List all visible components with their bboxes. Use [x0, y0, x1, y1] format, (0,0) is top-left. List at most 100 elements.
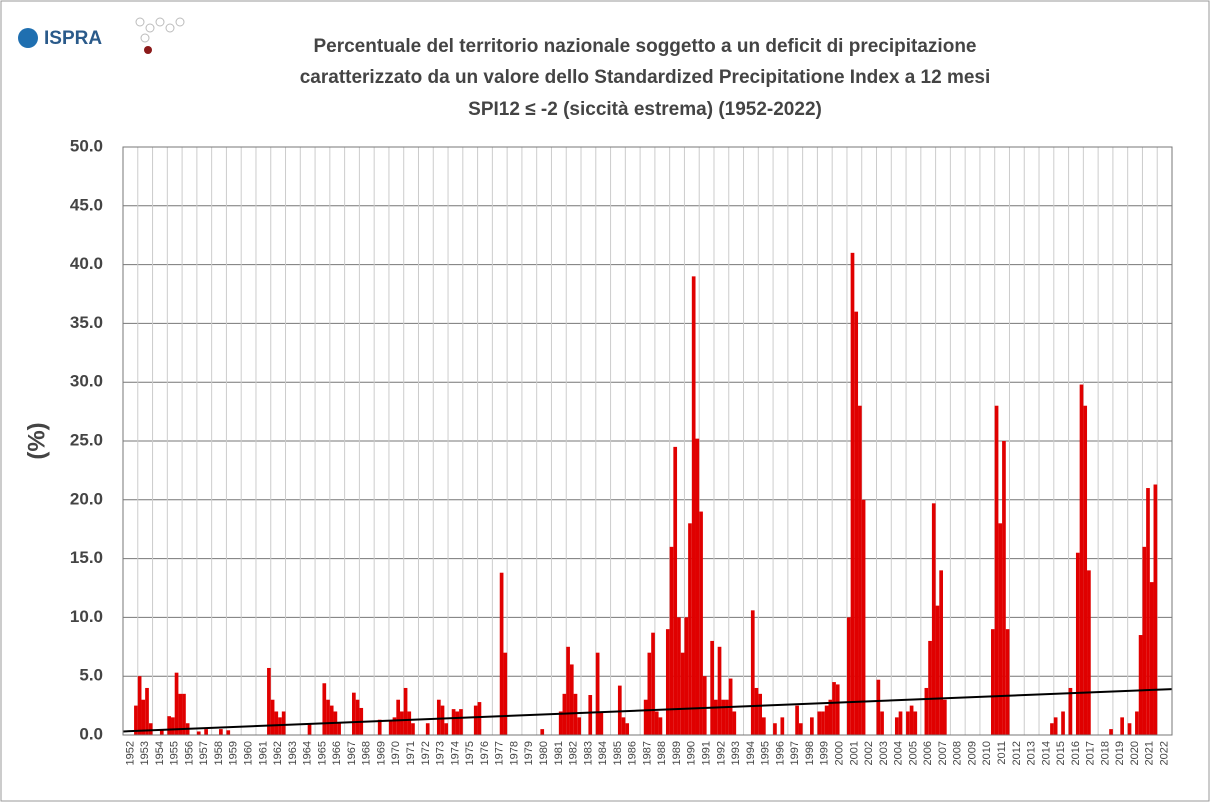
bar	[1068, 687, 1073, 735]
bar	[828, 699, 833, 735]
bar	[991, 629, 995, 735]
bar	[281, 711, 286, 735]
logo: ISPRA	[18, 17, 185, 54]
bar	[451, 709, 456, 735]
x-tick-label: 1977	[494, 741, 506, 765]
bar	[425, 723, 430, 735]
x-tick-label: 1973	[435, 741, 447, 765]
y-tick-label: 35.0	[70, 313, 103, 332]
x-tick-label: 2021	[1144, 741, 1156, 765]
x-tick-label: 1961	[257, 741, 269, 765]
bar	[762, 717, 766, 735]
bar	[1079, 384, 1084, 735]
bar	[403, 687, 408, 735]
bar	[159, 729, 164, 735]
bar	[750, 610, 755, 735]
x-tick-label: 1960	[242, 741, 254, 765]
y-tick-label: 20.0	[70, 489, 103, 508]
x-tick-label: 1989	[671, 741, 683, 765]
bar	[477, 702, 482, 735]
bar	[1127, 723, 1132, 735]
bar	[780, 717, 785, 735]
bar	[651, 632, 655, 735]
bar	[928, 640, 932, 735]
logo-secondary	[135, 17, 185, 43]
bar	[654, 711, 659, 735]
x-tick-label: 1992	[715, 741, 727, 765]
bar	[621, 717, 626, 735]
bar	[577, 717, 582, 735]
bar	[182, 693, 186, 735]
bar	[167, 716, 172, 735]
bar	[846, 617, 851, 735]
bar	[436, 699, 441, 735]
bar	[795, 705, 799, 735]
bar	[137, 676, 142, 735]
bar	[906, 711, 910, 735]
bar	[1109, 729, 1113, 735]
x-tick-label: 1956	[183, 741, 195, 765]
x-tick-label: 1970	[390, 741, 402, 765]
bar	[643, 699, 648, 735]
bar	[141, 699, 146, 735]
x-tick-label: 1964	[302, 741, 314, 765]
x-tick-label: 1952	[124, 741, 136, 765]
bar	[392, 717, 397, 735]
x-tick-label: 1974	[449, 741, 461, 765]
x-tick-label: 1994	[745, 741, 757, 765]
x-tick-label: 2010	[981, 741, 993, 765]
bar	[665, 629, 670, 735]
bar	[411, 723, 415, 735]
bar	[178, 693, 183, 735]
y-tick-label: 45.0	[70, 195, 103, 214]
bar	[754, 687, 759, 735]
bar	[810, 717, 814, 735]
bar	[595, 652, 600, 735]
x-tick-label: 2004	[893, 741, 905, 765]
bar	[455, 711, 460, 735]
x-tick-label: 1979	[523, 741, 535, 765]
bar	[352, 692, 356, 735]
bar	[913, 711, 918, 735]
bar	[307, 723, 312, 735]
bar	[1120, 717, 1124, 735]
bar	[798, 723, 803, 735]
bar	[569, 664, 574, 735]
x-tick-label: 2008	[952, 741, 964, 765]
bar	[861, 499, 866, 735]
bar	[171, 717, 175, 735]
x-tick-label: 1981	[553, 741, 565, 765]
bar	[503, 652, 508, 735]
x-tick-label: 2022	[1159, 741, 1171, 765]
x-tick-label: 2006	[922, 741, 934, 765]
bar	[396, 699, 401, 735]
bar	[898, 711, 903, 735]
x-tick-label: 2018	[1099, 741, 1111, 765]
bar	[219, 729, 223, 735]
bar	[440, 705, 445, 735]
bar	[267, 667, 271, 735]
x-tick-label: 1959	[228, 741, 240, 765]
bar	[699, 511, 703, 735]
bar	[1087, 570, 1091, 735]
bar	[824, 705, 829, 735]
bar	[407, 711, 412, 735]
x-tick-label: 1954	[154, 741, 166, 765]
bar	[588, 695, 593, 735]
bar	[832, 682, 836, 735]
bar	[499, 572, 504, 735]
bar	[196, 731, 201, 735]
y-tick-label: 25.0	[70, 430, 103, 449]
bar	[939, 570, 943, 735]
bar	[1002, 441, 1006, 735]
logo-text: ISPRA	[44, 28, 102, 49]
bar	[322, 683, 327, 735]
x-tick-label: 2019	[1114, 741, 1126, 765]
x-tick-label: 2009	[966, 741, 978, 765]
bar	[1083, 405, 1088, 735]
bar	[388, 720, 393, 735]
bar	[894, 717, 899, 735]
bar	[566, 646, 570, 735]
x-tick-label: 2015	[1055, 741, 1067, 765]
